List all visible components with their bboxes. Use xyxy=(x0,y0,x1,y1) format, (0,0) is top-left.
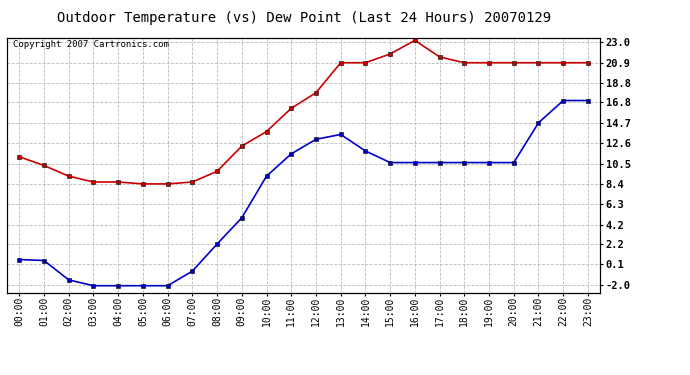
Text: Copyright 2007 Cartronics.com: Copyright 2007 Cartronics.com xyxy=(13,40,169,49)
Text: Outdoor Temperature (vs) Dew Point (Last 24 Hours) 20070129: Outdoor Temperature (vs) Dew Point (Last… xyxy=(57,11,551,25)
